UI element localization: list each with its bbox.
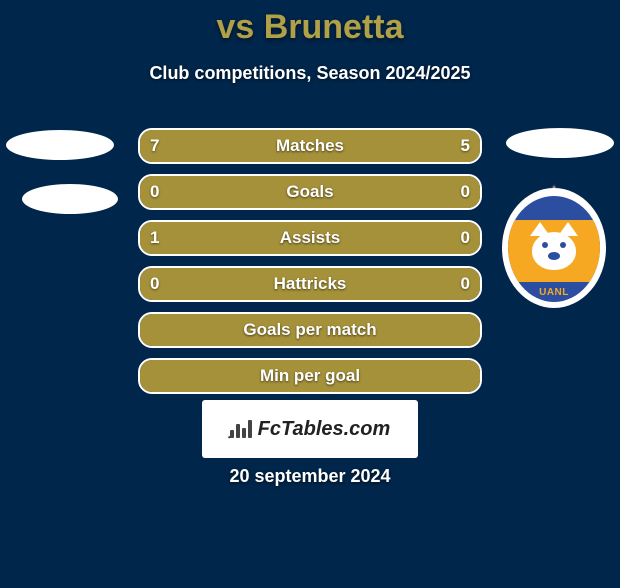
stat-bar: 75Matches [138, 128, 482, 164]
right-player-photo-placeholder [506, 128, 614, 158]
crest-shield: UANL [508, 196, 600, 302]
infographic-date: 20 september 2024 [0, 466, 620, 487]
subtitle: Club competitions, Season 2024/2025 [0, 63, 620, 84]
stat-right-value: 0 [461, 228, 470, 248]
stat-bar: 10Assists [138, 220, 482, 256]
stat-left-value: 0 [150, 182, 159, 202]
stat-bar-right-fill [338, 130, 480, 162]
stat-bar: 00Hattricks [138, 266, 482, 302]
fctables-text: FcTables.com [258, 418, 391, 441]
stat-bar-left-fill [140, 314, 480, 346]
page-title: vs Brunetta [0, 8, 620, 47]
left-player-photo-placeholder [6, 130, 114, 160]
tiger-head-icon [532, 232, 576, 270]
stat-bar: Goals per match [138, 312, 482, 348]
bars-chart-icon [230, 420, 252, 438]
fctables-watermark: FcTables.com [202, 400, 418, 458]
tiger-nose-icon [548, 252, 560, 260]
stat-bars: 75Matches00Goals10Assists00HattricksGoal… [138, 128, 482, 404]
left-club-crest-placeholder [22, 184, 118, 214]
tiger-eye-icon [560, 242, 566, 248]
tiger-eye-icon [542, 242, 548, 248]
stat-bar-left-fill [140, 176, 480, 208]
stat-bar-left-fill [140, 130, 338, 162]
stat-right-value: 5 [461, 136, 470, 156]
stat-left-value: 7 [150, 136, 159, 156]
stat-bar-left-fill [140, 222, 405, 254]
crest-text: UANL [508, 287, 600, 298]
right-club-crest: ★ UANL [494, 184, 614, 312]
stat-bar-left-fill [140, 268, 480, 300]
stat-left-value: 1 [150, 228, 159, 248]
stat-right-value: 0 [461, 274, 470, 294]
stat-bar: Min per goal [138, 358, 482, 394]
stat-left-value: 0 [150, 274, 159, 294]
stat-bar: 00Goals [138, 174, 482, 210]
stat-right-value: 0 [461, 182, 470, 202]
stat-bar-left-fill [140, 360, 480, 392]
